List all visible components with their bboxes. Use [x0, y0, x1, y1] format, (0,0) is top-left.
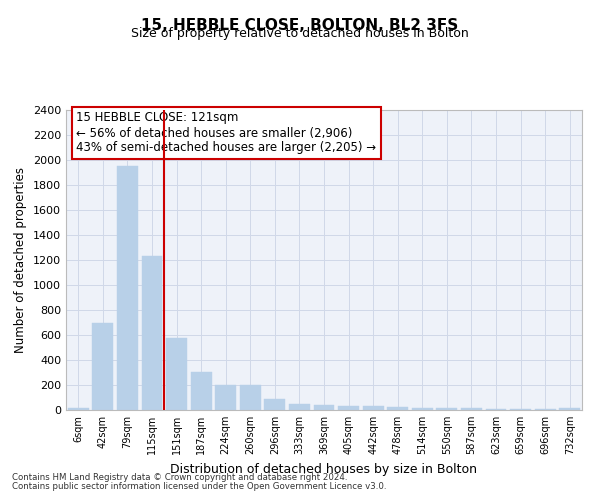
Bar	[289, 404, 310, 410]
Bar	[412, 408, 433, 410]
Bar	[117, 166, 138, 410]
Bar	[559, 408, 580, 410]
Bar	[436, 408, 457, 410]
Bar	[362, 406, 383, 410]
Bar	[265, 400, 286, 410]
Bar	[510, 409, 531, 410]
Bar	[387, 407, 408, 410]
Bar	[215, 385, 236, 410]
Bar	[68, 408, 89, 410]
Bar	[142, 256, 163, 410]
Bar	[92, 322, 113, 410]
Text: 15 HEBBLE CLOSE: 121sqm
← 56% of detached houses are smaller (2,906)
43% of semi: 15 HEBBLE CLOSE: 121sqm ← 56% of detache…	[76, 112, 376, 154]
Bar	[535, 409, 556, 410]
Bar	[461, 408, 482, 410]
Text: Contains HM Land Registry data © Crown copyright and database right 2024.: Contains HM Land Registry data © Crown c…	[12, 474, 347, 482]
Text: Size of property relative to detached houses in Bolton: Size of property relative to detached ho…	[131, 28, 469, 40]
Bar	[338, 406, 359, 410]
Bar	[240, 385, 261, 410]
Bar	[314, 405, 334, 410]
X-axis label: Distribution of detached houses by size in Bolton: Distribution of detached houses by size …	[170, 462, 478, 475]
Y-axis label: Number of detached properties: Number of detached properties	[14, 167, 28, 353]
Bar	[485, 409, 506, 410]
Bar	[191, 372, 212, 410]
Text: Contains public sector information licensed under the Open Government Licence v3: Contains public sector information licen…	[12, 482, 386, 491]
Bar	[166, 338, 187, 410]
Text: 15, HEBBLE CLOSE, BOLTON, BL2 3FS: 15, HEBBLE CLOSE, BOLTON, BL2 3FS	[142, 18, 458, 32]
